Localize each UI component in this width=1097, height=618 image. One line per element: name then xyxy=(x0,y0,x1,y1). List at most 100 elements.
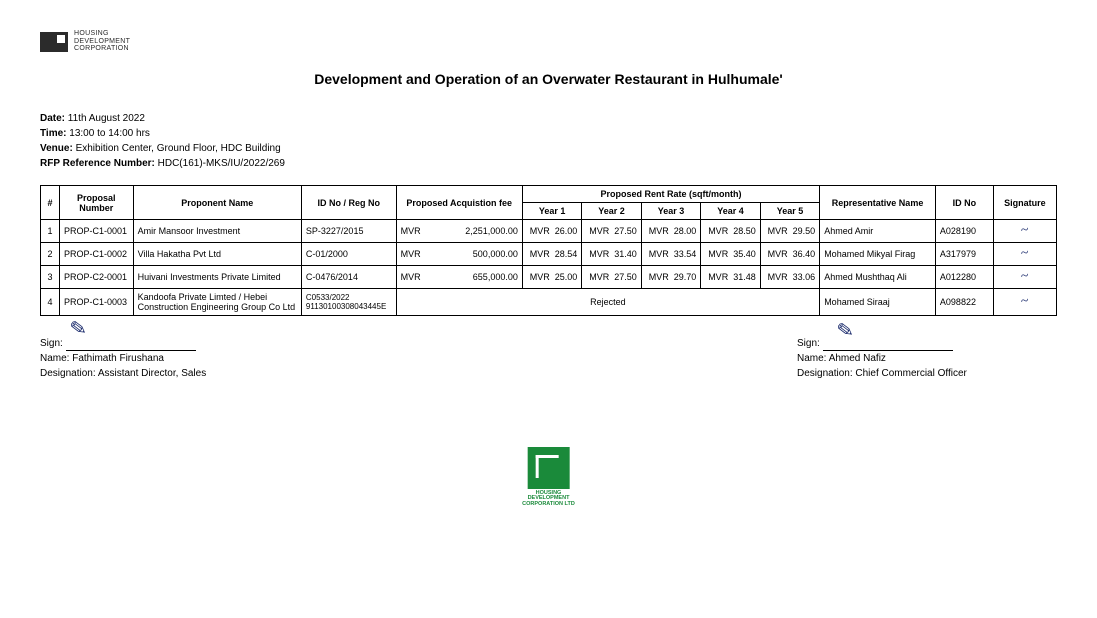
cell-idno: A028190 xyxy=(935,220,993,243)
cell-year: MVR 29.50 xyxy=(760,220,819,243)
currency-label: MVR xyxy=(649,272,669,282)
cell-sig: ~ xyxy=(993,243,1056,266)
sign-line xyxy=(66,339,196,351)
currency-label: MVR xyxy=(708,272,728,282)
cell-proposal: PROP-C1-0003 xyxy=(59,289,133,316)
stamp-mark-icon xyxy=(528,447,570,489)
cell-rep: Mohamed Siraaj xyxy=(820,289,936,316)
stamp-line: CORPORATION LTD xyxy=(522,501,575,507)
sign-left: ✎ Sign: Name: Fathimath Firushana Design… xyxy=(40,336,300,381)
cell-idreg: C-0476/2014 xyxy=(301,266,396,289)
name-value: Ahmed Nafiz xyxy=(829,353,886,364)
currency-label: MVR xyxy=(401,272,421,282)
cell-proposal: PROP-C1-0002 xyxy=(59,243,133,266)
cell-rep: Ahmed Mushthaq Ali xyxy=(820,266,936,289)
sign-line xyxy=(823,339,953,351)
currency-label: MVR xyxy=(768,226,788,236)
cell-sig: ~ xyxy=(993,220,1056,243)
col-y3: Year 3 xyxy=(641,203,700,220)
col-y1: Year 1 xyxy=(522,203,581,220)
meta-rfp-label: RFP Reference Number: xyxy=(40,158,155,169)
signature-row: ✎ Sign: Name: Fathimath Firushana Design… xyxy=(40,336,1057,381)
cell-proposal: PROP-C1-0001 xyxy=(59,220,133,243)
sign-label: Sign: xyxy=(797,338,820,349)
org-logo: HOUSING DEVELOPMENT CORPORATION xyxy=(40,30,1057,53)
desig-value: Assistant Director, Sales xyxy=(98,368,206,379)
sign-right-desig: Designation: Chief Commercial Officer xyxy=(797,366,1057,381)
name-label: Name: xyxy=(797,353,826,364)
col-acq: Proposed Acquistion fee xyxy=(396,186,522,220)
currency-label: MVR xyxy=(530,272,550,282)
currency-label: MVR xyxy=(589,226,609,236)
col-proposal: Proposal Number xyxy=(59,186,133,220)
meta-venue-value: Exhibition Center, Ground Floor, HDC Bui… xyxy=(76,143,281,154)
cell-rep: Mohamed Mikyal Firag xyxy=(820,243,936,266)
col-y2: Year 2 xyxy=(582,203,641,220)
meta-venue: Venue: Exhibition Center, Ground Floor, … xyxy=(40,141,1057,156)
cell-year: MVR 27.50 xyxy=(582,266,641,289)
cell-year: MVR 31.40 xyxy=(582,243,641,266)
col-idreg: ID No / Reg No xyxy=(301,186,396,220)
cell-proponent: Huivani Investments Private Limited xyxy=(133,266,301,289)
org-stamp: HOUSING DEVELOPMENT CORPORATION LTD xyxy=(522,447,575,508)
meta-time: Time: 13:00 to 14:00 hrs xyxy=(40,126,1057,141)
signature-scribble-icon: ~ xyxy=(1020,269,1030,286)
proposals-table: # Proposal Number Proponent Name ID No /… xyxy=(40,185,1057,316)
cell-idno: A317979 xyxy=(935,243,993,266)
cell-year: MVR 29.70 xyxy=(641,266,700,289)
currency-label: MVR xyxy=(708,226,728,236)
cell-proponent: Amir Mansoor Investment xyxy=(133,220,301,243)
col-y4: Year 4 xyxy=(701,203,760,220)
logo-mark-icon xyxy=(40,32,68,52)
currency-label: MVR xyxy=(401,249,421,259)
desig-label: Designation: xyxy=(797,368,853,379)
cell-year: MVR 31.48 xyxy=(701,266,760,289)
col-rent-group: Proposed Rent Rate (sqft/month) xyxy=(522,186,819,203)
sign-label: Sign: xyxy=(40,338,63,349)
cell-num: 3 xyxy=(41,266,60,289)
sign-left-name: Name: Fathimath Firushana xyxy=(40,351,300,366)
sign-right: ✎ Sign: Name: Ahmed Nafiz Designation: C… xyxy=(797,336,1057,381)
col-rep: Representative Name xyxy=(820,186,936,220)
cell-acq: MVR2,251,000.00 xyxy=(396,220,522,243)
signature-scribble-icon: ~ xyxy=(1020,223,1030,240)
cell-year: MVR 28.00 xyxy=(641,220,700,243)
cell-year: MVR 36.40 xyxy=(760,243,819,266)
name-label: Name: xyxy=(40,353,69,364)
cell-idreg: SP-3227/2015 xyxy=(301,220,396,243)
cell-proponent: Villa Hakatha Pvt Ltd xyxy=(133,243,301,266)
signature-scribble-icon: ~ xyxy=(1020,246,1030,263)
cell-num: 2 xyxy=(41,243,60,266)
currency-label: MVR xyxy=(530,249,550,259)
currency-label: MVR xyxy=(589,272,609,282)
cell-idreg: C-01/2000 xyxy=(301,243,396,266)
cell-rejected: Rejected xyxy=(396,289,820,316)
meta-venue-label: Venue: xyxy=(40,143,73,154)
cell-sig: ~ xyxy=(993,266,1056,289)
logo-line: DEVELOPMENT xyxy=(74,38,130,46)
col-proponent: Proponent Name xyxy=(133,186,301,220)
meta-date-value: 11th August 2022 xyxy=(68,113,145,124)
meta-time-label: Time: xyxy=(40,128,67,139)
cell-year: MVR 33.06 xyxy=(760,266,819,289)
cell-idno: A098822 xyxy=(935,289,993,316)
cell-proposal: PROP-C2-0001 xyxy=(59,266,133,289)
currency-label: MVR xyxy=(708,249,728,259)
currency-label: MVR xyxy=(649,249,669,259)
table-row: 2PROP-C1-0002Villa Hakatha Pvt LtdC-01/2… xyxy=(41,243,1057,266)
meta-date: Date: 11th August 2022 xyxy=(40,111,1057,126)
col-num: # xyxy=(41,186,60,220)
cell-sig: ~ xyxy=(993,289,1056,316)
currency-label: MVR xyxy=(768,249,788,259)
sign-left-desig: Designation: Assistant Director, Sales xyxy=(40,366,300,381)
cell-year: MVR 25.00 xyxy=(522,266,581,289)
logo-text: HOUSING DEVELOPMENT CORPORATION xyxy=(74,30,130,53)
col-y5: Year 5 xyxy=(760,203,819,220)
cell-num: 1 xyxy=(41,220,60,243)
meta-block: Date: 11th August 2022 Time: 13:00 to 14… xyxy=(40,111,1057,171)
signature-scribble-icon: ~ xyxy=(1020,294,1030,311)
currency-label: MVR xyxy=(401,226,421,236)
table-row: 1PROP-C1-0001Amir Mansoor InvestmentSP-3… xyxy=(41,220,1057,243)
cell-acq: MVR655,000.00 xyxy=(396,266,522,289)
sign-right-name: Name: Ahmed Nafiz xyxy=(797,351,1057,366)
